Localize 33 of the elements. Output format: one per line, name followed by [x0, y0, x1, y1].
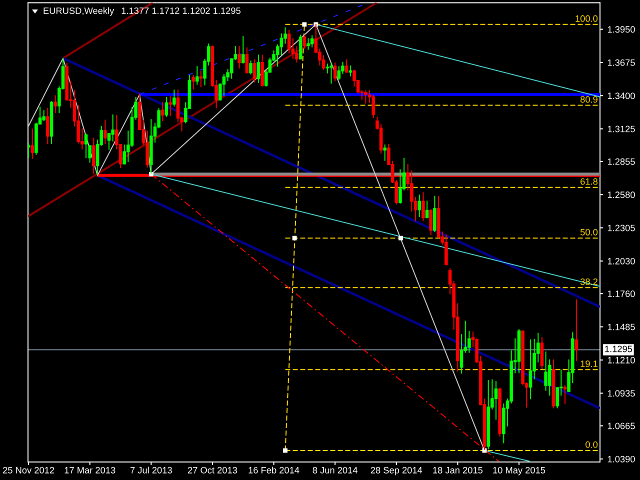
series-label: 38.2: [580, 278, 598, 285]
series-label: 80.9: [580, 96, 598, 103]
chart-subtitle: 1.1377 1.1712 1.1202 1.1295: [122, 7, 240, 14]
y-tick-label: 1.1210: [608, 356, 635, 364]
x-tick-label: 18 Jan 2015: [433, 466, 483, 474]
y-tick-label: 1.0665: [608, 422, 635, 430]
series-label: 100.0: [576, 15, 598, 22]
y-tick-label: 1.2030: [608, 258, 635, 264]
y-tick-label: 1.3400: [608, 92, 635, 100]
y-tick-label: 1.1760: [608, 290, 635, 298]
series-label: 61.8: [580, 178, 598, 185]
x-tick-label: 16 Feb 2014: [248, 466, 300, 474]
chart-title: EURUSD,Weekly: [44, 7, 114, 16]
y-tick-label: 1.2580: [608, 192, 635, 198]
x-tick-label: 25 Nov 2012: [3, 466, 54, 474]
y-tick-label: 1.2305: [608, 224, 635, 232]
y-tick-label: 1.3950: [608, 26, 635, 33]
x-tick-label: 7 Jul 2013: [130, 466, 172, 474]
x-tick-label: 28 Sep 2014: [370, 466, 422, 476]
ref-line-label: 1.1295: [605, 346, 632, 352]
series-label: 50.0: [580, 228, 598, 236]
y-tick-label: 1.1485: [608, 324, 635, 330]
y-tick-label: 1.0935: [608, 390, 635, 397]
y-tick-label: 1.3675: [608, 59, 635, 66]
y-tick-label: 1.2855: [608, 158, 635, 165]
y-tick-label: 1.0390: [608, 456, 635, 462]
x-tick-label: 17 Mar 2013: [64, 466, 116, 474]
x-tick-label: 27 Oct 2013: [188, 466, 238, 474]
x-tick-label: 8 Jun 2014: [312, 466, 358, 474]
y-tick-label: 1.3125: [608, 126, 635, 132]
x-tick-label: 10 May 2015: [493, 466, 546, 476]
series-label: 19.1: [580, 360, 598, 368]
series-label: 0.0: [586, 441, 598, 448]
